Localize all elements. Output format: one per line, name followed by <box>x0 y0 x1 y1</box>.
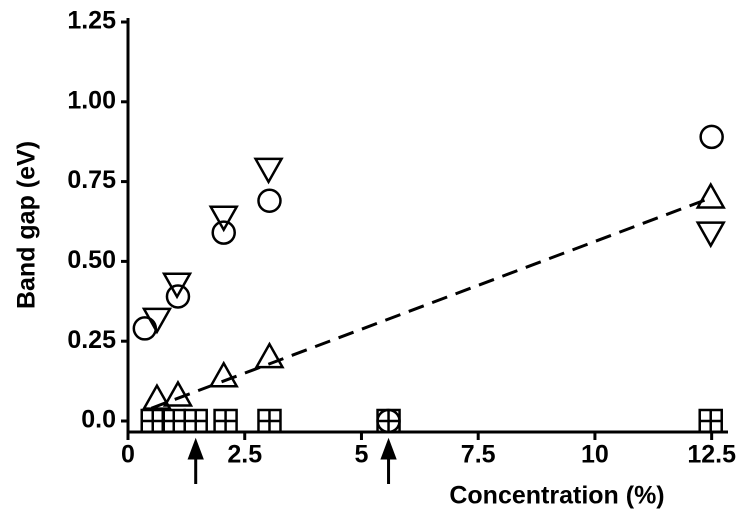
x-axis-label: Concentration (%) <box>449 482 664 510</box>
x-tick-label: 5 <box>355 441 369 469</box>
square-plus-marker <box>213 408 238 434</box>
y-tick-label: 0.0 <box>81 406 116 434</box>
arrow <box>380 437 397 484</box>
square-plus-marker <box>698 408 723 434</box>
triangle-up-marker <box>695 182 726 209</box>
y-tick-label: 1.00 <box>67 86 116 114</box>
triangle-down-marker <box>208 205 239 233</box>
x-tick-label: 12.5 <box>687 441 736 469</box>
circle-marker <box>699 124 724 150</box>
y-tick-label: 0.25 <box>67 326 116 354</box>
square-plus-marker <box>161 408 187 434</box>
triangle-up-marker <box>254 341 285 369</box>
x-tick-label: 7.5 <box>461 441 496 469</box>
circle-marker <box>257 188 282 213</box>
triangle-up-marker <box>162 379 194 407</box>
square-plus-marker <box>257 408 282 434</box>
square-plus-marker <box>140 408 165 434</box>
y-axis-label: Band gap (eV) <box>13 141 41 309</box>
triangle-down-marker <box>253 157 284 185</box>
square-plus-marker <box>376 408 401 434</box>
triangle-down-marker <box>161 272 193 300</box>
y-tick-label: 0.50 <box>67 246 116 274</box>
triangle-down-marker <box>141 307 173 335</box>
square-plus-marker <box>183 408 208 434</box>
triangle-up-marker <box>208 360 239 388</box>
y-tick-label: 0.75 <box>67 166 116 194</box>
triangle-up-marker <box>141 383 173 410</box>
y-tick-label: 1.25 <box>67 7 116 35</box>
x-tick-label: 0 <box>121 441 135 469</box>
circle-marker <box>165 284 191 309</box>
x-tick-label: 10 <box>581 441 609 469</box>
triangle-down-marker <box>695 221 726 249</box>
arrow <box>187 437 204 484</box>
circle-marker <box>132 316 158 341</box>
x-tick-label: 2.5 <box>227 441 262 469</box>
circle-marker <box>211 220 236 245</box>
